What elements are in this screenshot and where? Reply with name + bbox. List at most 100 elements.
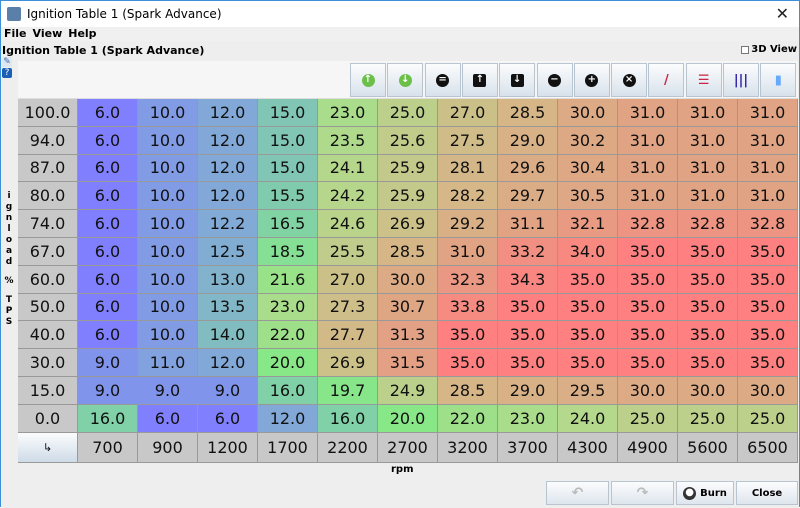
table-cell[interactable]: 10.0 xyxy=(138,321,198,350)
table-cell[interactable]: 25.0 xyxy=(618,404,678,433)
table-cell[interactable]: 14.0 xyxy=(198,321,258,350)
table-cell[interactable]: 30.2 xyxy=(558,126,618,155)
table-cell[interactable]: 24.1 xyxy=(318,154,378,183)
table-cell[interactable]: 13.5 xyxy=(198,293,258,322)
y-axis-value[interactable]: 30.0 xyxy=(18,349,78,377)
table-cell[interactable]: 10.0 xyxy=(138,265,198,294)
x-axis-value[interactable]: 2700 xyxy=(378,432,438,463)
table-cell[interactable]: 25.9 xyxy=(378,182,438,211)
increment-button[interactable]: ↑ xyxy=(461,63,498,97)
y-axis-value[interactable]: 67.0 xyxy=(18,237,78,266)
menu-file[interactable]: File xyxy=(4,27,27,40)
table-cell[interactable]: 35.0 xyxy=(738,349,798,377)
table-cell[interactable]: 32.8 xyxy=(738,210,798,238)
x-axis-value[interactable]: 6500 xyxy=(738,432,798,463)
table-cell[interactable]: 16.0 xyxy=(258,376,318,405)
close-button[interactable]: Close xyxy=(736,481,798,505)
table-cell[interactable]: 35.0 xyxy=(738,237,798,266)
table-cell[interactable]: 35.0 xyxy=(438,321,498,350)
table-cell[interactable]: 35.0 xyxy=(738,265,798,294)
x-axis-value[interactable]: 5600 xyxy=(678,432,738,463)
table-cell[interactable]: 31.0 xyxy=(618,182,678,211)
table-cell[interactable]: 19.7 xyxy=(318,376,378,405)
table-cell[interactable]: 24.9 xyxy=(378,376,438,405)
table-cell[interactable]: 29.5 xyxy=(558,376,618,405)
table-cell[interactable]: 22.0 xyxy=(258,321,318,350)
table-cell[interactable]: 25.5 xyxy=(318,237,378,266)
table-cell[interactable]: 16.0 xyxy=(78,404,138,433)
table-cell[interactable]: 15.0 xyxy=(258,99,318,127)
table-cell[interactable]: 35.0 xyxy=(558,349,618,377)
table-cell[interactable]: 26.9 xyxy=(318,349,378,377)
table-cell[interactable]: 32.3 xyxy=(438,265,498,294)
y-axis-value[interactable]: 40.0 xyxy=(18,321,78,350)
table-cell[interactable]: 24.6 xyxy=(318,210,378,238)
x-axis-value[interactable]: 4900 xyxy=(618,432,678,463)
table-cell[interactable]: 9.0 xyxy=(138,376,198,405)
multiply-button[interactable]: × xyxy=(611,63,648,97)
table-cell[interactable]: 10.0 xyxy=(138,182,198,211)
edit-notes-icon[interactable]: ✎ xyxy=(2,57,12,67)
table-cell[interactable]: 30.4 xyxy=(558,154,618,183)
table-cell[interactable]: 29.0 xyxy=(498,376,558,405)
table-cell[interactable]: 31.3 xyxy=(378,321,438,350)
table-cell[interactable]: 32.8 xyxy=(678,210,738,238)
table-cell[interactable]: 10.0 xyxy=(138,126,198,155)
table-cell[interactable]: 33.2 xyxy=(498,237,558,266)
table-cell[interactable]: 35.0 xyxy=(498,321,558,350)
redo-button[interactable]: ↷ xyxy=(611,481,674,505)
table-cell[interactable]: 35.0 xyxy=(618,293,678,322)
table-cell[interactable]: 23.0 xyxy=(258,293,318,322)
table-cell[interactable]: 12.0 xyxy=(198,349,258,377)
table-cell[interactable]: 9.0 xyxy=(78,376,138,405)
table-cell[interactable]: 12.0 xyxy=(198,126,258,155)
table-cell[interactable]: 35.0 xyxy=(498,293,558,322)
help-icon[interactable]: ? xyxy=(2,68,12,78)
table-cell[interactable]: 27.3 xyxy=(318,293,378,322)
table-cell[interactable]: 26.9 xyxy=(378,210,438,238)
table-cell[interactable]: 35.0 xyxy=(678,293,738,322)
table-cell[interactable]: 28.5 xyxy=(438,376,498,405)
table-cell[interactable]: 29.2 xyxy=(438,210,498,238)
y-axis-value[interactable]: 100.0 xyxy=(18,99,78,127)
table-cell[interactable]: 35.0 xyxy=(678,237,738,266)
x-axis-value[interactable]: 900 xyxy=(138,432,198,463)
table-cell[interactable]: 31.0 xyxy=(738,154,798,183)
table-cell[interactable]: 27.0 xyxy=(318,265,378,294)
table-cell[interactable]: 31.5 xyxy=(378,349,438,377)
table-cell[interactable]: 9.0 xyxy=(78,349,138,377)
y-axis-value[interactable]: 60.0 xyxy=(18,265,78,294)
x-axis-value[interactable]: 3700 xyxy=(498,432,558,463)
table-cell[interactable]: 6.0 xyxy=(78,99,138,127)
y-axis-value[interactable]: 87.0 xyxy=(18,154,78,183)
table-cell[interactable]: 28.1 xyxy=(438,154,498,183)
table-cell[interactable]: 6.0 xyxy=(78,293,138,322)
table-cell[interactable]: 31.0 xyxy=(438,237,498,266)
table-cell[interactable]: 32.8 xyxy=(618,210,678,238)
table-cell[interactable]: 35.0 xyxy=(558,293,618,322)
table-cell[interactable]: 31.0 xyxy=(618,154,678,183)
x-axis-value[interactable]: 700 xyxy=(78,432,138,463)
table-cell[interactable]: 10.0 xyxy=(138,210,198,238)
minus-button[interactable]: − xyxy=(536,63,573,97)
y-axis-value[interactable]: 0.0 xyxy=(18,404,78,433)
horizontal-interpolate-button[interactable]: ☰ xyxy=(685,63,722,97)
view-3d-checkbox[interactable] xyxy=(741,45,750,54)
table-cell[interactable]: 35.0 xyxy=(618,237,678,266)
menu-view[interactable]: View xyxy=(32,27,63,40)
table-cell[interactable]: 28.2 xyxy=(438,182,498,211)
table-cell[interactable]: 10.0 xyxy=(138,237,198,266)
table-cell[interactable]: 27.5 xyxy=(438,126,498,155)
table-cell[interactable]: 30.0 xyxy=(618,376,678,405)
table-cell[interactable]: 35.0 xyxy=(558,265,618,294)
table-cell[interactable]: 32.1 xyxy=(558,210,618,238)
menu-help[interactable]: Help xyxy=(68,27,97,40)
table-cell[interactable]: 18.5 xyxy=(258,237,318,266)
vertical-interpolate-button[interactable]: ||| xyxy=(723,63,759,97)
table-cell[interactable]: 30.0 xyxy=(378,265,438,294)
table-cell[interactable]: 35.0 xyxy=(558,321,618,350)
table-cell[interactable]: 31.1 xyxy=(498,210,558,238)
table-cell[interactable]: 13.0 xyxy=(198,265,258,294)
table-cell[interactable]: 20.0 xyxy=(258,349,318,377)
table-cell[interactable]: 27.0 xyxy=(438,99,498,127)
